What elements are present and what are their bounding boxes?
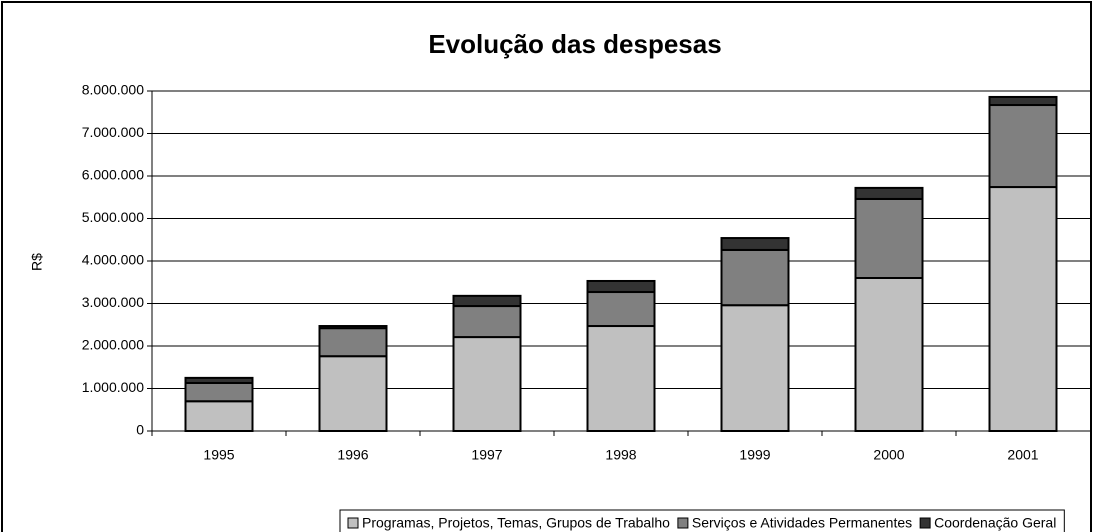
bar-segment	[854, 197, 924, 279]
y-axis-label: R$	[29, 253, 45, 271]
x-tick-label: 1998	[605, 447, 636, 463]
y-tick-label: 2.000.000	[82, 337, 144, 353]
y-tick-label: 5.000.000	[82, 209, 144, 225]
bar-segment	[586, 325, 656, 432]
y-tick-label: 4.000.000	[82, 252, 144, 268]
x-tick-label: 1995	[203, 447, 234, 463]
y-tick-label: 1.000.000	[82, 379, 144, 395]
legend-swatch	[347, 517, 359, 529]
bar-segment	[184, 400, 254, 432]
bar-segment	[988, 95, 1058, 107]
bar-segment	[988, 186, 1058, 432]
y-tick-label: 6.000.000	[82, 167, 144, 183]
legend-label: Serviços e Atividades Permanentes	[692, 515, 912, 531]
x-tick-label: 2000	[873, 447, 904, 463]
chart-title: Evolução das despesas	[428, 29, 721, 59]
bar-segment	[452, 294, 522, 308]
legend-label: Coordenação Geral	[934, 515, 1056, 531]
x-tick-label: 1996	[337, 447, 368, 463]
bar-segment	[318, 327, 388, 358]
bar-segment	[720, 237, 790, 251]
bar-segment	[318, 325, 388, 330]
bar-segment	[318, 355, 388, 433]
bar-segment	[720, 248, 790, 307]
y-tick-label: 3.000.000	[82, 294, 144, 310]
bar-segment	[452, 336, 522, 433]
y-tick-label: 8.000.000	[82, 82, 144, 98]
x-tick-label: 1999	[739, 447, 770, 463]
x-tick-label: 2001	[1007, 447, 1038, 463]
legend-swatch	[677, 517, 689, 529]
bar-segment	[586, 291, 656, 328]
bar-segment	[184, 376, 254, 384]
x-tick-label: 1997	[471, 447, 502, 463]
legend-swatch	[919, 517, 931, 529]
bar-segment	[586, 279, 656, 294]
bar-segment	[452, 305, 522, 339]
legend-label: Programas, Projetos, Temas, Grupos de Tr…	[362, 515, 670, 531]
bar-segment	[854, 186, 924, 200]
bar-segment	[988, 104, 1058, 189]
legend-box	[339, 509, 1065, 532]
y-tick-label: 0	[136, 422, 144, 438]
y-tick-label: 7.000.000	[82, 124, 144, 140]
bar-segment	[184, 381, 254, 403]
bar-segment	[720, 304, 790, 433]
bar-segment	[854, 277, 924, 432]
